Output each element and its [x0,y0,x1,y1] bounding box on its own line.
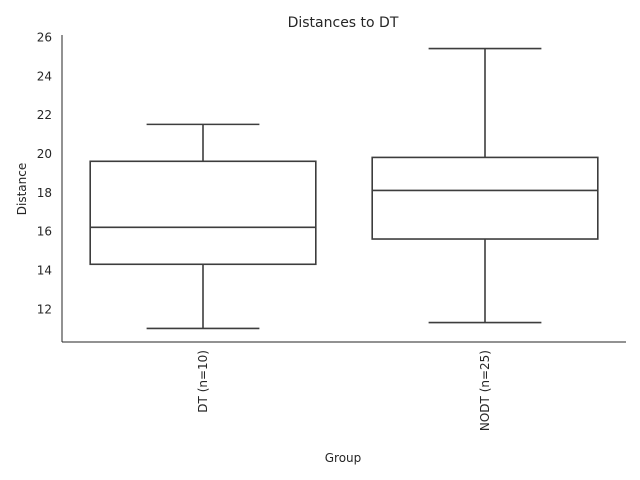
y-tick-label: 24 [37,69,52,83]
box-iqr [89,160,317,266]
plot-area: 12 14 16 18 20 22 24 26 DT (n=10) NODT (n=25) [37,30,626,431]
y-tick-label: 12 [37,302,52,316]
y-tick-label: 14 [37,264,52,278]
y-tick-label: 18 [37,186,52,200]
box-iqr [371,156,599,240]
x-axis-label: Group [325,451,362,465]
chart-title: Distances to DT [288,15,399,31]
x-tick-label: NODT (n=25) [478,350,492,431]
y-axis-label: Distance [15,163,29,215]
y-tick-label: 16 [37,225,52,239]
y-tick-label: 26 [37,30,52,44]
y-tick-label: 22 [37,108,52,122]
x-tick-label: DT (n=10) [196,350,210,413]
y-tick-label: 20 [37,147,52,161]
